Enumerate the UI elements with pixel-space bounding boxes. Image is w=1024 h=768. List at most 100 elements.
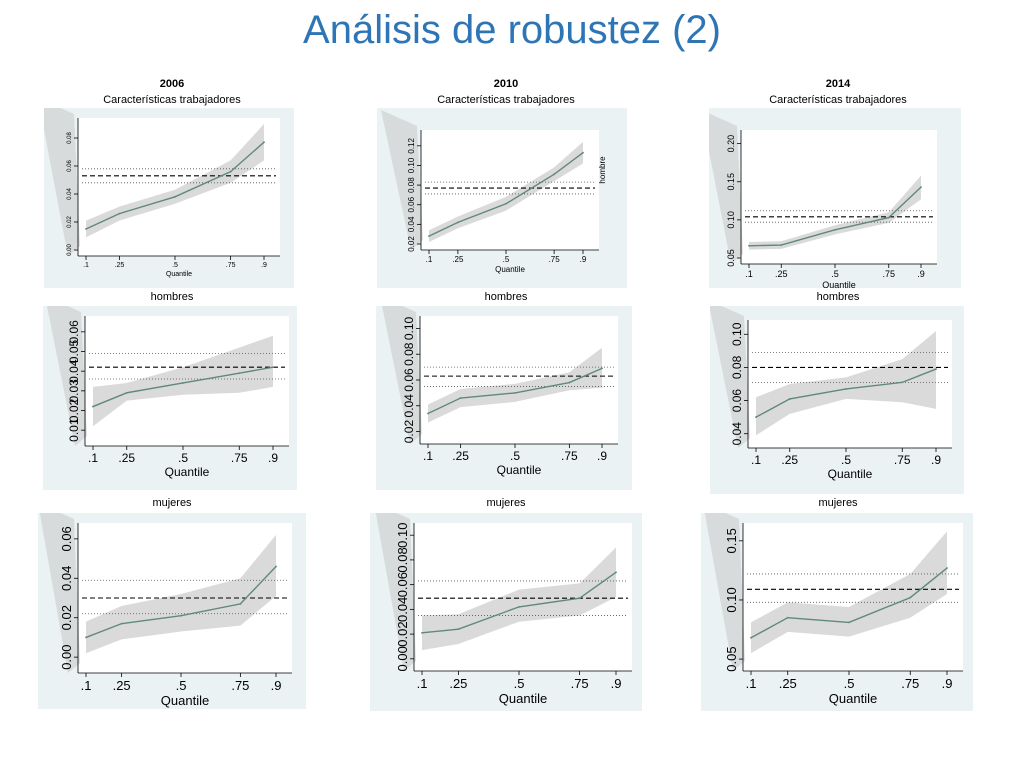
x-tick-label: .75 xyxy=(231,451,248,465)
slide-title: Análisis de robustez (2) xyxy=(303,8,721,52)
confidence-band xyxy=(86,124,264,238)
data-point xyxy=(887,216,890,219)
y-tick-label: 0.08 xyxy=(730,355,744,379)
x-tick-label: .1 xyxy=(81,678,92,693)
x-tick-label: .1 xyxy=(746,676,757,691)
data-point xyxy=(582,151,584,154)
data-point xyxy=(85,636,87,639)
chart-2010-mujeres: 0.000.020.040.060.080.10 .1 .25 .5 .75 .9 Quan… xyxy=(370,513,642,711)
data-point xyxy=(125,391,128,394)
y-tick-label: 0.05 xyxy=(67,339,81,363)
y-tick-label: 0.04 xyxy=(67,188,73,200)
x-tick-label: .75 xyxy=(549,255,561,264)
confidence-band xyxy=(428,347,602,423)
x-axis-label: Quantile xyxy=(161,693,209,708)
overlay-shadow xyxy=(382,306,422,444)
x-tick-label: .25 xyxy=(113,678,131,693)
x-tick-label: .25 xyxy=(118,451,135,465)
y-tick-label: 0.04 xyxy=(402,394,416,418)
overlay-shadow xyxy=(704,513,745,671)
y-tick-label: 0.02 xyxy=(67,398,81,422)
y-tick-label: 0.04 xyxy=(395,597,410,622)
x-tick-label: .5 xyxy=(844,676,855,691)
y-tick-label: 0.02 xyxy=(407,236,416,252)
chart-2014-caracteristicas: 0.05 0.10 0.15 0.20 .1 .25 .5 .75 .9 Quantile xyxy=(709,108,961,288)
x-tick-label: .5 xyxy=(172,262,178,269)
y-tick-label: 0.06 xyxy=(730,389,744,413)
data-point xyxy=(786,616,789,619)
y-tick-label: 0.10 xyxy=(395,523,410,548)
chart-2014-hombres: 0.04 0.06 0.08 0.10 .1 .25 .5 .75 .9 Quantile xyxy=(710,306,964,494)
data-point xyxy=(780,244,783,246)
data-point xyxy=(946,567,948,569)
x-tick-label: .25 xyxy=(449,676,467,691)
chart-2010-hombres: 0.02 0.04 0.06 0.08 0.10 .1 .25 .5 .75 .9 Quantile xyxy=(376,306,632,490)
x-tick-label: .25 xyxy=(781,453,798,467)
y-tick-label: 0.12 xyxy=(407,137,416,153)
data-point xyxy=(180,614,182,617)
y-tick-label: 0.08 xyxy=(67,132,73,144)
data-point xyxy=(229,170,232,173)
chart-2010-caracteristicas: 0.02 0.04 0.06 0.08 0.10 0.12 .1 .25 .5 .75 .9 Quan… xyxy=(377,108,627,288)
data-point xyxy=(85,228,87,230)
chart-2006-hombres: 0.010.020.030.040.050.06 .1 .25 .5 .75 .9 Quan… xyxy=(43,306,297,490)
y-tick-label: 0.00 xyxy=(67,244,73,256)
data-point xyxy=(92,405,94,408)
data-point xyxy=(272,366,274,369)
x-axis-label: Quantile xyxy=(829,691,877,706)
y-tick-label: 0.04 xyxy=(67,359,81,383)
data-point xyxy=(505,202,507,205)
x-tick-label: .5 xyxy=(514,676,525,691)
y-tick-label: 0.01 xyxy=(67,418,81,442)
data-point xyxy=(263,141,265,144)
confidence-band xyxy=(751,531,947,654)
y-tick-label: 0.06 xyxy=(59,526,74,551)
overlay-shadow xyxy=(710,306,750,448)
y-tick-label: 0.20 xyxy=(726,135,736,153)
x-tick-label: .25 xyxy=(452,449,469,463)
column-subtitle: Características trabajadores xyxy=(103,94,241,106)
data-point xyxy=(518,605,520,608)
data-point xyxy=(182,382,184,384)
data-point xyxy=(748,244,750,247)
x-axis-label: Quantile xyxy=(495,265,525,274)
x-tick-label: .9 xyxy=(580,255,587,264)
x-tick-label: .25 xyxy=(452,255,464,264)
y-tick-label: 0.15 xyxy=(726,173,736,191)
data-point xyxy=(238,372,241,375)
y-tick-label: 0.10 xyxy=(726,211,736,229)
panel-label-hombres: hombres xyxy=(150,291,194,303)
y-tick-label: 0.06 xyxy=(395,572,410,597)
y-tick-label: 0.02 xyxy=(402,420,416,444)
x-tick-label: .75 xyxy=(226,262,236,269)
overlay-shadow xyxy=(709,113,743,264)
panel-label-hombres: hombres xyxy=(484,291,528,303)
y-tick-label: 0.02 xyxy=(67,216,73,228)
x-tick-label: .5 xyxy=(831,269,839,279)
confidence-band xyxy=(429,141,583,243)
data-point xyxy=(920,186,922,188)
y-tick-label: 0.03 xyxy=(67,379,81,403)
data-point xyxy=(118,212,121,215)
overlay-shadow xyxy=(39,513,80,673)
confidence-band xyxy=(93,335,273,427)
y-tick-label: 0.00 xyxy=(59,644,74,669)
x-tick-label: .1 xyxy=(417,676,428,691)
y-tick-label: 0.08 xyxy=(407,177,416,193)
x-tick-label: .1 xyxy=(423,449,433,463)
overlay-shadow xyxy=(375,513,416,671)
y-tick-label: 0.15 xyxy=(724,528,739,553)
x-tick-label: .9 xyxy=(611,676,622,691)
x-tick-label: .5 xyxy=(510,449,520,463)
x-tick-label: .25 xyxy=(775,269,788,279)
data-point xyxy=(755,416,757,419)
x-tick-label: .5 xyxy=(176,678,187,693)
y-tick-label: 0.00 xyxy=(395,646,410,671)
x-tick-label: .9 xyxy=(268,451,278,465)
column-header-2010: 2010 Características trabajadores xyxy=(376,76,636,108)
x-tick-label: .75 xyxy=(561,449,578,463)
x-tick-label: .1 xyxy=(751,453,761,467)
x-tick-label: .75 xyxy=(882,269,895,279)
y-tick-label: 0.08 xyxy=(402,342,416,366)
data-point xyxy=(421,631,423,634)
